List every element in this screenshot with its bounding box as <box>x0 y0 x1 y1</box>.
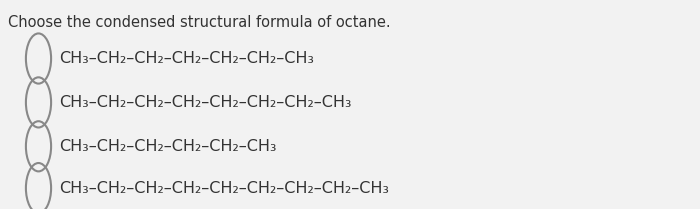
Text: CH₃–CH₂–CH₂–CH₂–CH₂–CH₂–CH₃: CH₃–CH₂–CH₂–CH₂–CH₂–CH₂–CH₃ <box>60 51 314 66</box>
Text: CH₃–CH₂–CH₂–CH₂–CH₂–CH₂–CH₂–CH₂–CH₃: CH₃–CH₂–CH₂–CH₂–CH₂–CH₂–CH₂–CH₂–CH₃ <box>60 181 389 196</box>
Text: CH₃–CH₂–CH₂–CH₂–CH₂–CH₃: CH₃–CH₂–CH₂–CH₂–CH₂–CH₃ <box>60 139 277 154</box>
Text: CH₃–CH₂–CH₂–CH₂–CH₂–CH₂–CH₂–CH₃: CH₃–CH₂–CH₂–CH₂–CH₂–CH₂–CH₂–CH₃ <box>60 95 352 110</box>
Text: Choose the condensed structural formula of octane.: Choose the condensed structural formula … <box>8 15 391 30</box>
